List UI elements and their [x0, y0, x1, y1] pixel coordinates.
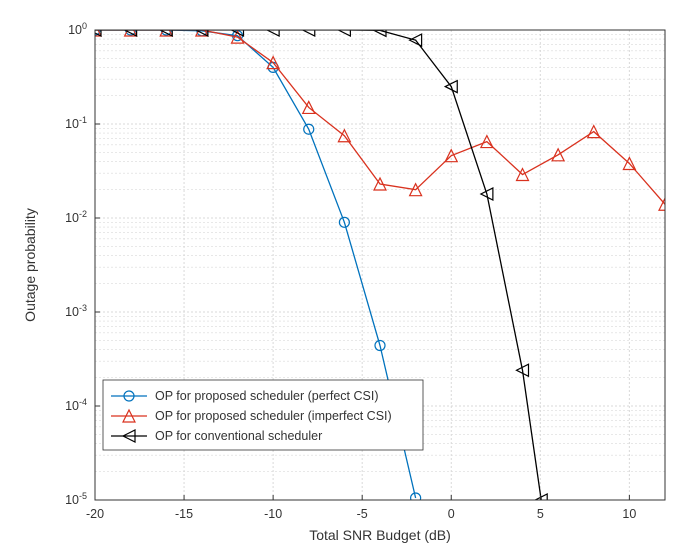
chart-container: -20-15-10-5051010-510-410-310-210-1100To…: [0, 0, 686, 551]
legend-label: OP for conventional scheduler: [155, 429, 322, 443]
chart-svg: -20-15-10-5051010-510-410-310-210-1100To…: [0, 0, 686, 551]
y-axis-label: Outage probability: [22, 208, 38, 322]
legend-label: OP for proposed scheduler (perfect CSI): [155, 389, 379, 403]
legend-label: OP for proposed scheduler (imperfect CSI…: [155, 409, 392, 423]
legend: OP for proposed scheduler (perfect CSI) O…: [103, 380, 423, 450]
x-tick-label: 10: [622, 507, 636, 521]
x-tick-label: -15: [175, 507, 193, 521]
x-axis-label: Total SNR Budget (dB): [309, 527, 451, 543]
x-tick-label: 0: [448, 507, 455, 521]
x-tick-label: -20: [86, 507, 104, 521]
x-tick-label: -5: [357, 507, 368, 521]
x-tick-label: -10: [264, 507, 282, 521]
x-tick-label: 5: [537, 507, 544, 521]
